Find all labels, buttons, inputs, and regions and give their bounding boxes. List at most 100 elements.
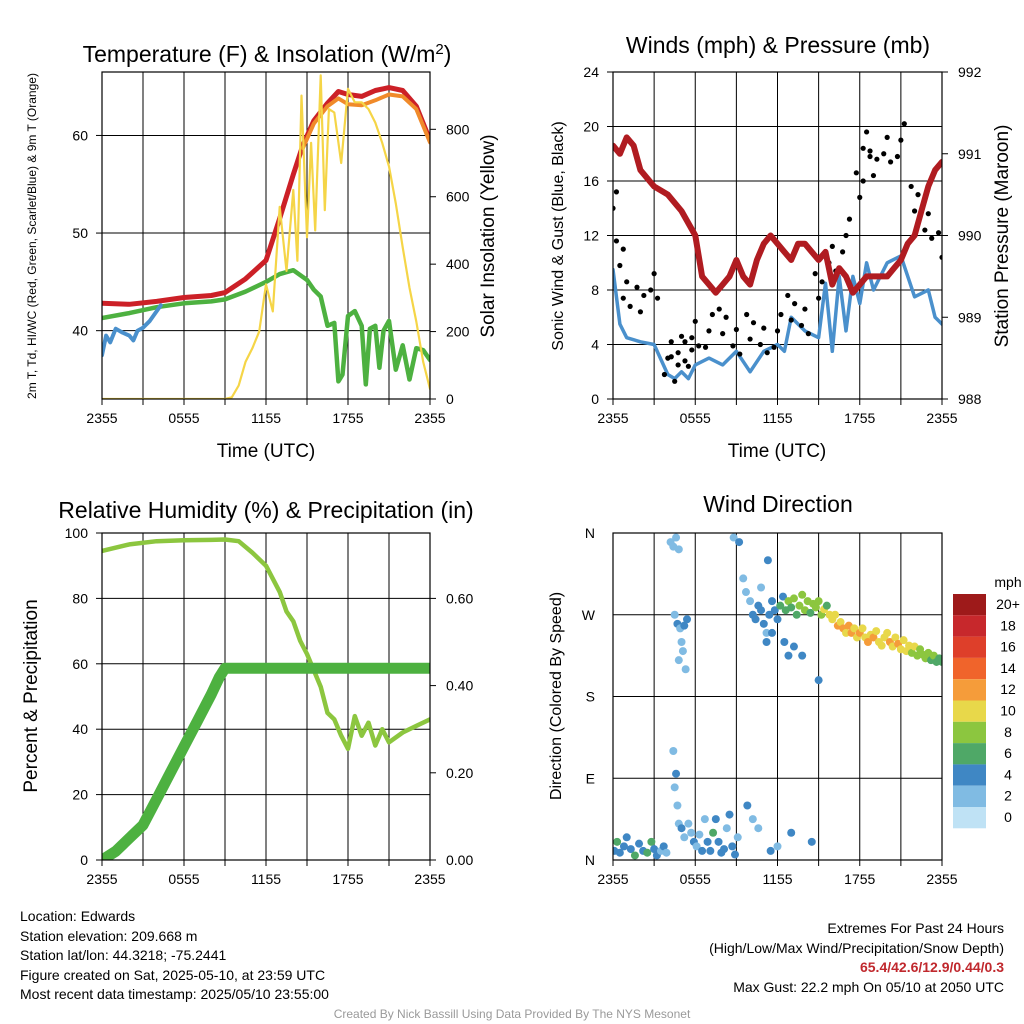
gust-point: [857, 194, 863, 200]
direction-point: [763, 556, 772, 565]
gust-point: [908, 183, 914, 190]
y-axis-label-left: Sonic Wind & Gust (Blue, Black): [550, 121, 567, 350]
colorbar-label: 14: [1000, 660, 1016, 676]
gust-point: [867, 148, 873, 154]
series-line-station-pressure: [613, 134, 942, 296]
gust-point: [943, 238, 948, 243]
gust-point: [761, 325, 767, 331]
direction-point: [695, 830, 704, 839]
direction-point: [684, 819, 693, 828]
gust-point: [654, 295, 661, 301]
direction-point: [836, 618, 845, 627]
gust-point: [915, 192, 921, 198]
y-tick-label-left: 12: [583, 228, 599, 244]
direction-point: [670, 783, 679, 792]
y-axis-label-left: 2m T, Td, HI/WC (Red, Green, Scarlet/Blu…: [25, 73, 39, 399]
title-end: ): [444, 41, 452, 67]
gust-point: [720, 331, 726, 337]
direction-point: [680, 833, 689, 842]
x-tick-label: 1755: [844, 410, 875, 426]
direction-point: [773, 615, 782, 624]
y-tick-label-right: 0.20: [446, 765, 473, 781]
gust-point: [829, 243, 835, 249]
gust-point: [788, 317, 794, 323]
x-tick-label: 1155: [251, 871, 281, 887]
direction-point: [850, 624, 859, 633]
direction-point: [811, 603, 820, 612]
direction-point: [728, 842, 737, 851]
direction-point: [869, 633, 878, 642]
gust-point: [819, 279, 825, 285]
direction-point: [703, 837, 712, 846]
direction-point: [757, 583, 766, 592]
gust-point: [764, 350, 770, 356]
gust-point: [785, 292, 791, 299]
y-tick-label-left: 0: [591, 391, 599, 407]
gust-point: [771, 344, 777, 350]
colorbar-swatch: [953, 700, 986, 722]
series-line-td: [102, 267, 430, 387]
gust-point: [846, 216, 853, 222]
gust-point: [709, 311, 715, 318]
direction-point: [678, 647, 687, 656]
direction-point: [768, 628, 777, 637]
direction-point: [807, 837, 816, 846]
gust-point: [911, 208, 918, 214]
y-axis-label-left: Percent & Precipitation: [21, 599, 42, 792]
colorbar-title: mph: [994, 574, 1021, 590]
x-tick-label: 2355: [86, 871, 117, 887]
gust-point: [874, 156, 880, 162]
direction-point: [670, 610, 679, 619]
chart-wind: Winds (mph) & Pressure (mb) 2355 0555 1155 1…: [550, 32, 1013, 462]
extremes-subtitle: (High/Low/Max Wind/Precipitation/Snow De…: [709, 939, 1004, 956]
gust-point: [867, 153, 873, 160]
gust-point: [922, 227, 928, 233]
direction-point: [698, 846, 707, 855]
direction-point: [643, 848, 652, 857]
y-tick-label-left: 50: [72, 225, 88, 241]
chart-rh: Relative Humidity (%) & Precipitation (i…: [21, 497, 474, 887]
colorbar-label: 6: [1004, 745, 1012, 761]
gust-point: [651, 271, 657, 277]
x-tick-label: 2355: [86, 410, 117, 426]
direction-point: [872, 627, 881, 636]
y-tick-label-left: 100: [65, 525, 89, 541]
direction-point: [722, 824, 731, 833]
series-line-precipitation: [102, 662, 430, 860]
direction-point: [619, 842, 628, 851]
colorbar-label: 12: [1000, 681, 1016, 697]
chart-title: Wind Direction: [703, 491, 853, 517]
x-tick-label: 2355: [926, 871, 957, 887]
gust-point: [716, 306, 722, 312]
gust-point: [737, 351, 743, 357]
direction-point: [733, 833, 742, 842]
direction-point: [683, 615, 692, 624]
direction-point: [789, 642, 798, 651]
direction-point: [741, 588, 750, 597]
direction-point: [687, 828, 696, 837]
gust-point: [939, 254, 942, 260]
gust-point: [744, 311, 750, 318]
colorbar-label: 0: [1004, 809, 1012, 825]
created-text: Figure created on Sat, 2025-05-10, at 23…: [20, 966, 326, 983]
direction-point: [669, 747, 678, 755]
direction-point: [647, 837, 656, 846]
direction-point: [709, 828, 718, 837]
chart-temp: Temperature (F) & Insolation (W/m2)2355 0…: [25, 41, 499, 463]
plot-frame: [101, 532, 431, 861]
colorbar-swatch: [953, 594, 986, 616]
y-tick-label-left: 8: [591, 282, 599, 298]
gust-point: [620, 295, 626, 301]
y-tick-label-left: 0: [80, 852, 88, 868]
direction-point: [778, 592, 787, 601]
colorbar-label: 2: [1004, 788, 1012, 804]
location-text: Location: Edwards: [20, 908, 136, 924]
x-tick-label: 1755: [332, 410, 363, 426]
y-tick-label-right: 0.00: [446, 852, 473, 868]
gust-point: [682, 339, 688, 345]
direction-point: [711, 815, 720, 824]
y-tick-label-left: 80: [72, 590, 88, 606]
direction-point: [814, 676, 823, 685]
gust-point: [682, 358, 688, 364]
direction-point: [635, 839, 644, 848]
